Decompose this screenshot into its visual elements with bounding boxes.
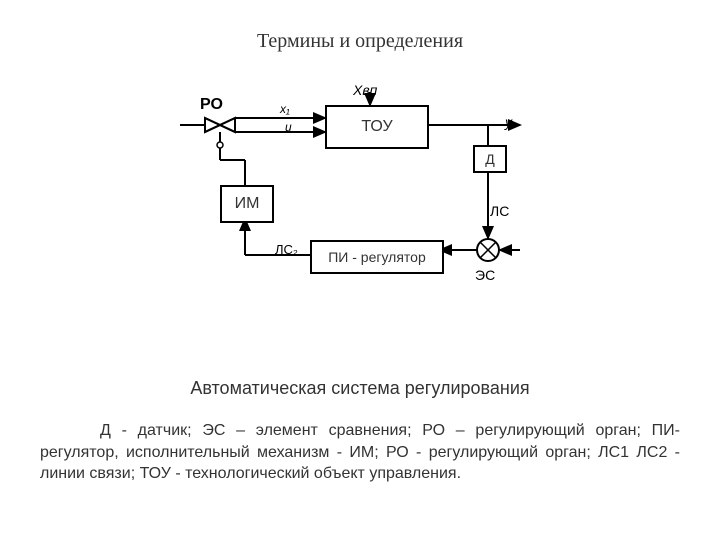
x1-label: x₁ (280, 102, 290, 116)
es-label: ЭС (475, 267, 495, 283)
diagram-caption: Автоматическая система регулирования (0, 378, 720, 399)
legend-body: Д - датчик; ЭС – элемент сравнения; РО –… (40, 422, 680, 482)
diagram-canvas: ТОУ Д ИМ ПИ - регулятор РО x₁ u Xвп y ЛС… (160, 90, 560, 320)
page-title: Термины и определения (0, 30, 720, 53)
ro-label: РО (200, 96, 223, 114)
im-box: ИМ (220, 185, 274, 223)
ro-valve (205, 118, 235, 148)
y-label: y (505, 114, 512, 130)
d-box: Д (473, 145, 507, 173)
tou-box: ТОУ (325, 105, 429, 149)
ls-label: ЛС (490, 203, 509, 219)
xvn-label: Xвп (353, 82, 377, 98)
u-label: u (285, 120, 292, 134)
pi-box: ПИ - регулятор (310, 240, 444, 274)
es-comparator (477, 239, 499, 261)
ls2-label: ЛС₂ (275, 242, 298, 257)
legend-text: Д - датчик; ЭС – элемент сравнения; РО –… (40, 420, 680, 485)
